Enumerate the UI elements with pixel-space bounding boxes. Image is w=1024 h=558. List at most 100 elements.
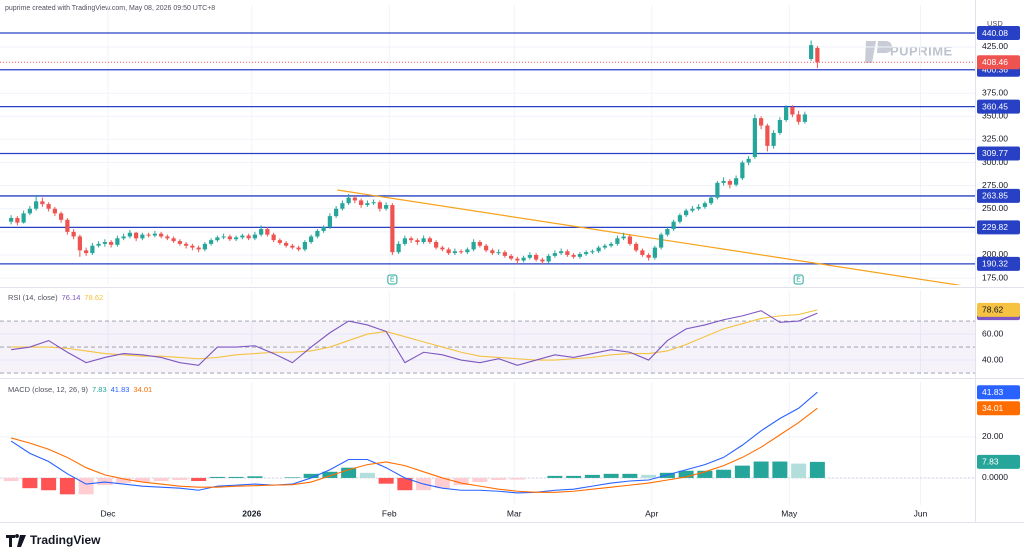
candle-body <box>659 234 664 248</box>
candle-body <box>646 254 651 258</box>
candle-body <box>765 125 770 146</box>
candle-body <box>640 250 645 255</box>
candle-body <box>796 114 801 122</box>
legend: RSI (14, close) 76.14 78.62 <box>8 293 103 302</box>
candle-body <box>34 201 39 209</box>
candle-body <box>9 217 14 222</box>
level-label: 360.45 <box>982 101 1008 111</box>
level-label-box <box>977 99 1020 114</box>
macd-line <box>10 391 818 494</box>
candle-body <box>715 182 720 198</box>
macd-histogram-bar <box>116 477 132 484</box>
candle-body <box>40 201 45 205</box>
candle-body <box>702 203 707 207</box>
y-tick-label: 325.00 <box>982 134 1008 144</box>
y-tick-label: 200.00 <box>982 249 1008 259</box>
candle-body <box>252 234 257 239</box>
candle-body <box>21 213 26 223</box>
y-tick-label: 275.00 <box>982 180 1008 190</box>
macd-histogram-bar <box>153 477 169 482</box>
candle-body <box>684 210 689 216</box>
candle-body <box>490 250 495 254</box>
candle-body <box>127 232 132 237</box>
candle-body <box>190 245 195 248</box>
candle-body <box>559 251 564 254</box>
y-tick-label: 60.00 <box>982 328 1004 338</box>
level-label-box <box>977 220 1020 235</box>
macd-histogram-bar <box>3 477 19 482</box>
candle-body <box>296 247 301 250</box>
candle-body <box>415 240 420 243</box>
candle-body <box>52 208 57 214</box>
candle-body <box>446 249 451 254</box>
candle-body <box>359 200 364 206</box>
macd-histogram-bar <box>41 477 57 491</box>
macd-histogram-bar <box>584 474 600 478</box>
header-text: puprime created with TradingView.com, Ma… <box>5 5 215 12</box>
candle-body <box>727 181 732 185</box>
candle-body <box>84 250 89 254</box>
level-label: 440.08 <box>982 28 1008 38</box>
candle-body <box>602 245 607 248</box>
level-label: 190.32 <box>982 259 1008 269</box>
y-tick-label: 350.00 <box>982 111 1008 121</box>
candle-body <box>309 236 314 243</box>
candle-body <box>677 215 682 222</box>
macd-histogram-bar <box>472 477 488 483</box>
event-marker <box>793 274 804 285</box>
candle-body <box>102 242 107 244</box>
candle-body <box>471 242 476 250</box>
y-tick-label: 425.00 <box>982 41 1008 51</box>
candle-body <box>540 259 545 262</box>
macd-histogram-bar <box>172 477 188 480</box>
candle-body <box>71 231 76 237</box>
candle-body <box>27 208 32 214</box>
candle-body <box>315 230 320 237</box>
y-tick-label: 0.0000 <box>982 472 1008 482</box>
candle-body <box>427 238 432 243</box>
candle-body <box>552 253 557 256</box>
candle-body <box>59 213 64 220</box>
x-tick-label: Mar <box>507 508 522 518</box>
macd-histogram-bar <box>772 461 788 478</box>
level-label-box <box>977 256 1020 271</box>
candle-body <box>584 252 589 255</box>
level-label: 309.77 <box>982 148 1008 158</box>
candle-body <box>402 238 407 244</box>
candle-body <box>184 243 189 246</box>
candle-body <box>65 219 70 232</box>
candle-body <box>209 240 214 244</box>
macd-histogram-bar <box>78 477 94 495</box>
panel <box>0 290 975 375</box>
macd-histogram-bar <box>697 470 713 478</box>
candle-body <box>502 252 507 256</box>
macd-histogram-bar <box>59 477 75 495</box>
rsi-line <box>11 309 818 361</box>
candle-body <box>515 258 520 261</box>
candle-body <box>240 235 245 238</box>
level-label: 229.82 <box>982 222 1008 232</box>
logo-icon <box>6 534 26 547</box>
candle-body <box>627 236 632 244</box>
y-tick-label: 375.00 <box>982 87 1008 97</box>
macd-histogram-bar <box>434 477 450 489</box>
candle-body <box>215 237 220 241</box>
macd-histogram-bar <box>491 477 507 480</box>
candle-body <box>784 107 789 120</box>
macd-histogram-bar <box>603 473 619 478</box>
candle-body <box>109 242 114 245</box>
candle-body <box>365 203 370 206</box>
candle-body <box>159 233 164 237</box>
candle-body <box>652 247 657 258</box>
macd-histogram-bar <box>134 477 150 483</box>
candle-body <box>434 242 439 248</box>
macd-histogram-bar <box>209 476 225 478</box>
candle-body <box>465 249 470 253</box>
candle-body <box>259 229 264 235</box>
candle-body <box>477 242 482 246</box>
candle-body <box>246 235 251 239</box>
candle-body <box>746 158 751 163</box>
macd-histogram-bar <box>547 475 563 478</box>
